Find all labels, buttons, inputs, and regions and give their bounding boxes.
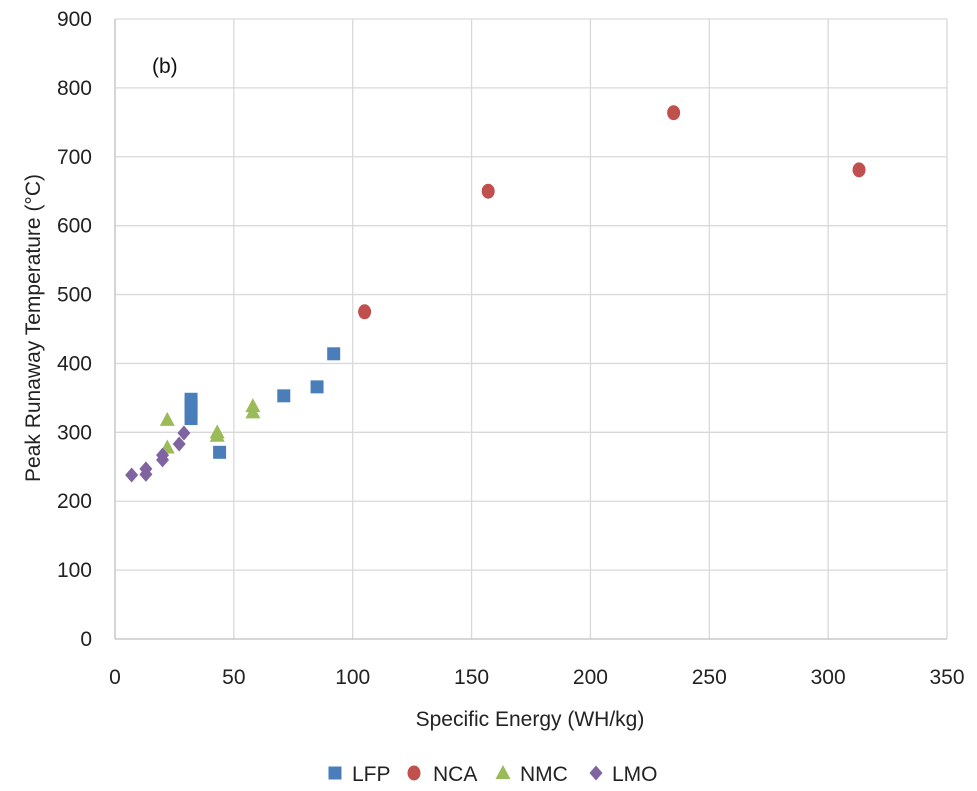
legend-marker-lfp [328,766,342,780]
lfp-point [327,347,341,361]
lfp-point [213,445,227,459]
data-points [125,105,866,483]
legend-item-lfp: LFP [328,763,391,786]
nca-point [358,304,372,320]
y-tick-label: 700 [57,146,92,169]
y-tick-label: 900 [57,8,92,31]
x-tick-label: 300 [811,666,846,689]
nca-point [852,162,866,178]
legend-marker-nca [407,765,421,781]
lmo-point [172,436,186,452]
y-tick-label: 800 [57,77,92,100]
series-nca [358,105,866,320]
nca-point [667,105,681,121]
lmo-point [156,452,170,468]
x-tick-label: 250 [692,666,727,689]
nmc-point [159,411,175,426]
lfp-point [277,389,291,403]
y-tick-labels: 0 100 200 300 400 500 600 700 800 900 [57,8,92,651]
y-tick-label: 600 [57,215,92,238]
lfp-point [310,380,324,394]
legend-label: LMO [612,763,658,786]
legend-item-nca: NCA [407,763,477,786]
y-tick-label: 0 [80,628,92,651]
x-axis-title: Specific Energy (WH/kg) [416,708,645,731]
legend: LFP NCA NMC LMO [328,763,658,786]
lmo-point [177,425,191,441]
nca-point [481,183,495,199]
y-tick-label: 200 [57,490,92,513]
lmo-point [125,467,139,483]
lfp-point [184,412,198,426]
y-tick-label: 400 [57,352,92,375]
x-tick-labels: 0 50 100 150 200 250 300 350 [109,666,964,689]
y-tick-label: 300 [57,421,92,444]
x-tick-label: 150 [454,666,489,689]
x-tick-label: 50 [222,666,245,689]
axes [114,19,947,640]
y-tick-label: 100 [57,559,92,582]
legend-item-lmo: LMO [589,763,658,786]
lmo-point [139,466,153,482]
series-lmo [125,425,191,483]
panel-label: (b) [152,55,178,78]
x-tick-label: 350 [929,666,964,689]
nmc-point [209,427,225,442]
nmc-point [245,404,261,419]
x-tick-label: 200 [573,666,608,689]
y-tick-label: 500 [57,284,92,307]
legend-marker-nmc [495,765,511,779]
legend-item-nmc: NMC [495,763,568,786]
x-tick-label: 100 [335,666,370,689]
gridlines [115,18,948,639]
legend-label: NCA [433,763,477,786]
series-lfp [184,347,341,459]
legend-marker-lmo [589,765,603,781]
legend-label: LFP [352,763,391,786]
y-axis-title: Peak Runaway Temperature (°C) [22,174,45,482]
legend-label: NMC [520,763,568,786]
x-tick-label: 0 [109,666,121,689]
